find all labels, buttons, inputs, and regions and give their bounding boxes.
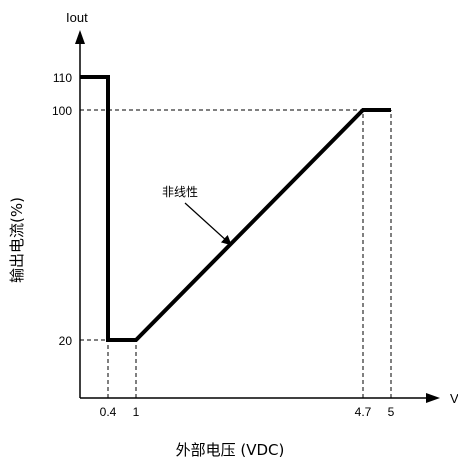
y-axis-name: Iout <box>66 10 88 25</box>
y-tick-label: 110 <box>53 71 72 85</box>
x-tick-label: 4.7 <box>355 405 372 419</box>
y-axis-arrow <box>75 30 85 44</box>
x-axis-title: 外部电压 (VDC) <box>176 441 285 459</box>
x-tick-label: 1 <box>133 405 140 419</box>
x-axis-arrow <box>426 393 440 403</box>
x-tick-labels: 0.4 1 4.7 5 <box>100 405 395 419</box>
y-tick-labels: 20 100 110 <box>52 71 72 348</box>
annotation-label: 非线性 <box>162 185 198 199</box>
y-axis-title: 输出电流(%) <box>8 197 26 283</box>
annotation-arrow <box>184 202 232 246</box>
y-tick-label: 100 <box>52 104 72 118</box>
x-tick-label: 5 <box>388 405 395 419</box>
guide-lines <box>80 109 392 398</box>
series-line <box>80 75 391 342</box>
x-axis-name: V <box>450 391 458 406</box>
x-tick-label: 0.4 <box>100 405 117 419</box>
y-tick-label: 20 <box>59 334 73 348</box>
